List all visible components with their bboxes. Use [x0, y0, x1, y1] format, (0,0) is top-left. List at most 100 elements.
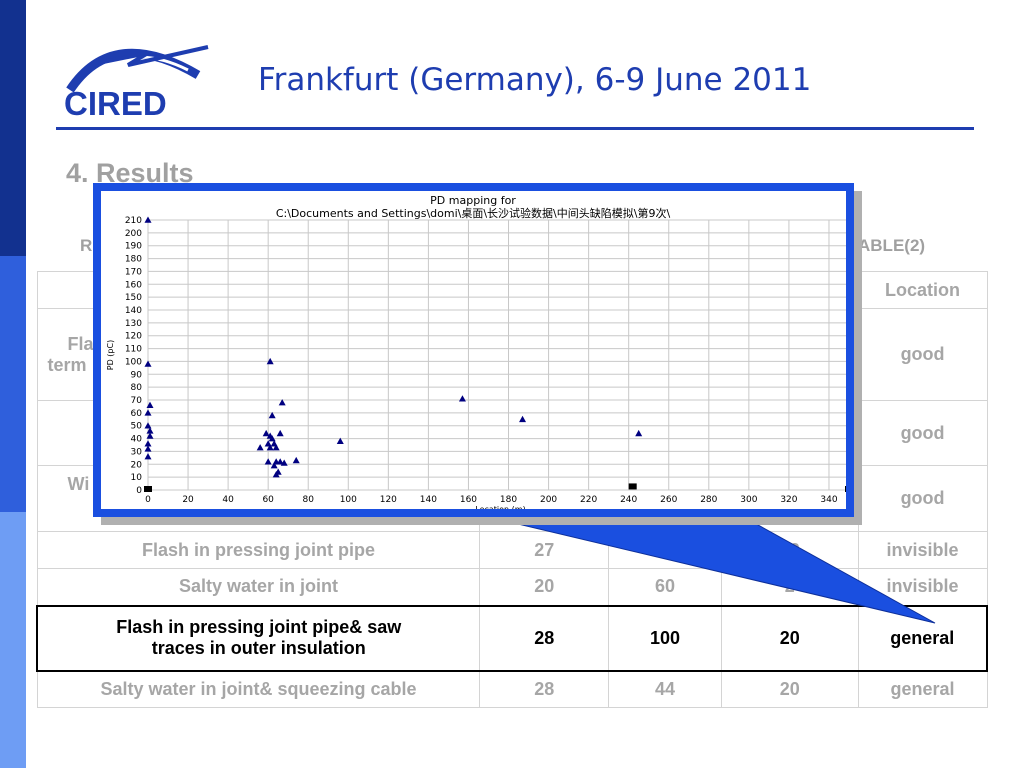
y-tick-label: 130: [125, 319, 142, 329]
x-tick-label: 120: [380, 495, 397, 505]
y-tick-label: 180: [125, 255, 142, 265]
data-point: [458, 395, 466, 402]
table-cell: good: [857, 400, 988, 466]
data-point: [268, 435, 276, 442]
data-point: [144, 409, 152, 416]
y-tick-label: 170: [125, 267, 142, 277]
table-cell: general: [857, 670, 988, 708]
data-point: [144, 216, 152, 223]
table-cell: Flash in pressing joint pipe: [36, 531, 481, 569]
plot-frame: [147, 219, 846, 491]
data-point: [266, 444, 274, 451]
x-tick-label: 40: [222, 495, 234, 505]
table-cell-text: traces in outer insulation: [151, 638, 366, 658]
table-caption-left: R: [80, 236, 93, 255]
y-tick-label: 40: [131, 435, 143, 445]
data-point: [276, 458, 284, 465]
y-tick-label: 0: [136, 486, 142, 496]
x-tick-label: 20: [182, 495, 194, 505]
y-axis-label: PD (pC): [106, 340, 115, 370]
table-cell: 100: [608, 604, 722, 672]
data-point: [519, 415, 527, 423]
y-tick-label: 50: [131, 422, 143, 432]
table-row: Salty water in joint& squeezing cable 28…: [36, 670, 988, 708]
data-point: [266, 357, 274, 365]
table-cell: Flash in pressing joint pipe& saw traces…: [36, 604, 481, 672]
x-tick-label: 300: [740, 495, 757, 505]
chart-subtitle: C:\Documents and Settings\domi\桌面\长沙试验数据…: [276, 206, 671, 220]
y-tick-label: 80: [131, 383, 143, 393]
y-tick-label: 140: [125, 306, 142, 316]
left-accent-bar-middle: [0, 256, 26, 512]
data-point: [146, 401, 154, 408]
y-tick-label: 190: [125, 242, 142, 252]
square-marker: [144, 486, 152, 492]
y-tick-label: 70: [131, 396, 143, 406]
x-tick-label: 160: [460, 495, 477, 505]
data-point: [268, 411, 276, 419]
left-accent-bar: [0, 0, 26, 768]
y-tick-label: 200: [125, 229, 142, 239]
data-point: [336, 437, 344, 444]
x-tick-label: 260: [660, 495, 677, 505]
x-tick-label: 80: [303, 495, 315, 505]
data-point: [270, 462, 278, 469]
table-cell: good: [857, 465, 988, 532]
y-tick-label: 150: [125, 293, 142, 303]
table-cell-text: Flash in pressing joint pipe& saw: [116, 617, 402, 637]
chart-title: PD mapping for: [430, 194, 516, 207]
data-point: [144, 453, 152, 460]
y-tick-label: 160: [125, 280, 142, 290]
left-accent-bar-bottom: [0, 512, 26, 768]
data-point: [292, 456, 300, 464]
header-divider: [56, 127, 974, 130]
data-point: [144, 440, 152, 447]
square-marker: [628, 483, 637, 490]
page-title: Frankfurt (Germany), 6-9 June 2011: [258, 62, 812, 98]
chart-panel: PD mapping for C:\Documents and Settings\…: [101, 191, 846, 509]
data-point: [146, 432, 154, 439]
table-cell: invisible: [857, 568, 988, 606]
y-tick-label: 100: [125, 357, 142, 367]
chart-popup: PD mapping for C:\Documents and Settings\…: [93, 183, 854, 517]
table-cell: 28: [479, 604, 610, 672]
x-tick-label: 0: [145, 495, 151, 505]
data-point: [144, 445, 152, 452]
x-tick-label: 200: [540, 495, 557, 505]
cired-logo: CIRED: [64, 45, 209, 120]
left-accent-bar-top: [0, 0, 26, 256]
data-point: [635, 429, 643, 437]
y-tick-label: 30: [131, 447, 143, 457]
table-cell: Salty water in joint& squeezing cable: [36, 670, 481, 708]
y-tick-label: 60: [131, 409, 143, 419]
table-row: Salty water in joint 20 60 2 invisible: [36, 568, 988, 606]
table-cell: 27: [479, 531, 610, 569]
data-point: [272, 444, 280, 451]
table-caption: ABLE(2): [858, 236, 926, 255]
x-tick-label: 100: [340, 495, 357, 505]
table-cell: general: [857, 604, 988, 672]
table-cell: 20: [720, 670, 859, 708]
data-point: [144, 360, 152, 367]
data-point: [256, 444, 264, 451]
data-point: [276, 429, 284, 437]
x-tick-label: 280: [700, 495, 717, 505]
y-tick-label: 20: [131, 460, 143, 470]
data-point: [272, 471, 280, 478]
y-tick-label: 10: [131, 473, 143, 483]
x-tick-label: 340: [820, 495, 837, 505]
table-cell-text: term: [47, 354, 87, 375]
data-point: [278, 399, 286, 406]
x-tick-label: 320: [780, 495, 797, 505]
x-tick-label: 60: [262, 495, 274, 505]
square-marker: [845, 486, 846, 492]
y-tick-label: 110: [125, 345, 142, 355]
data-point: [262, 429, 270, 437]
table-cell-text: Wi: [67, 474, 90, 494]
table-row-highlighted: Flash in pressing joint pipe& saw traces…: [36, 604, 988, 672]
data-point: [146, 427, 154, 434]
x-tick-label: 240: [620, 495, 637, 505]
table-cell: 44: [608, 670, 722, 708]
y-tick-label: 210: [125, 216, 142, 226]
data-point: [280, 459, 288, 466]
